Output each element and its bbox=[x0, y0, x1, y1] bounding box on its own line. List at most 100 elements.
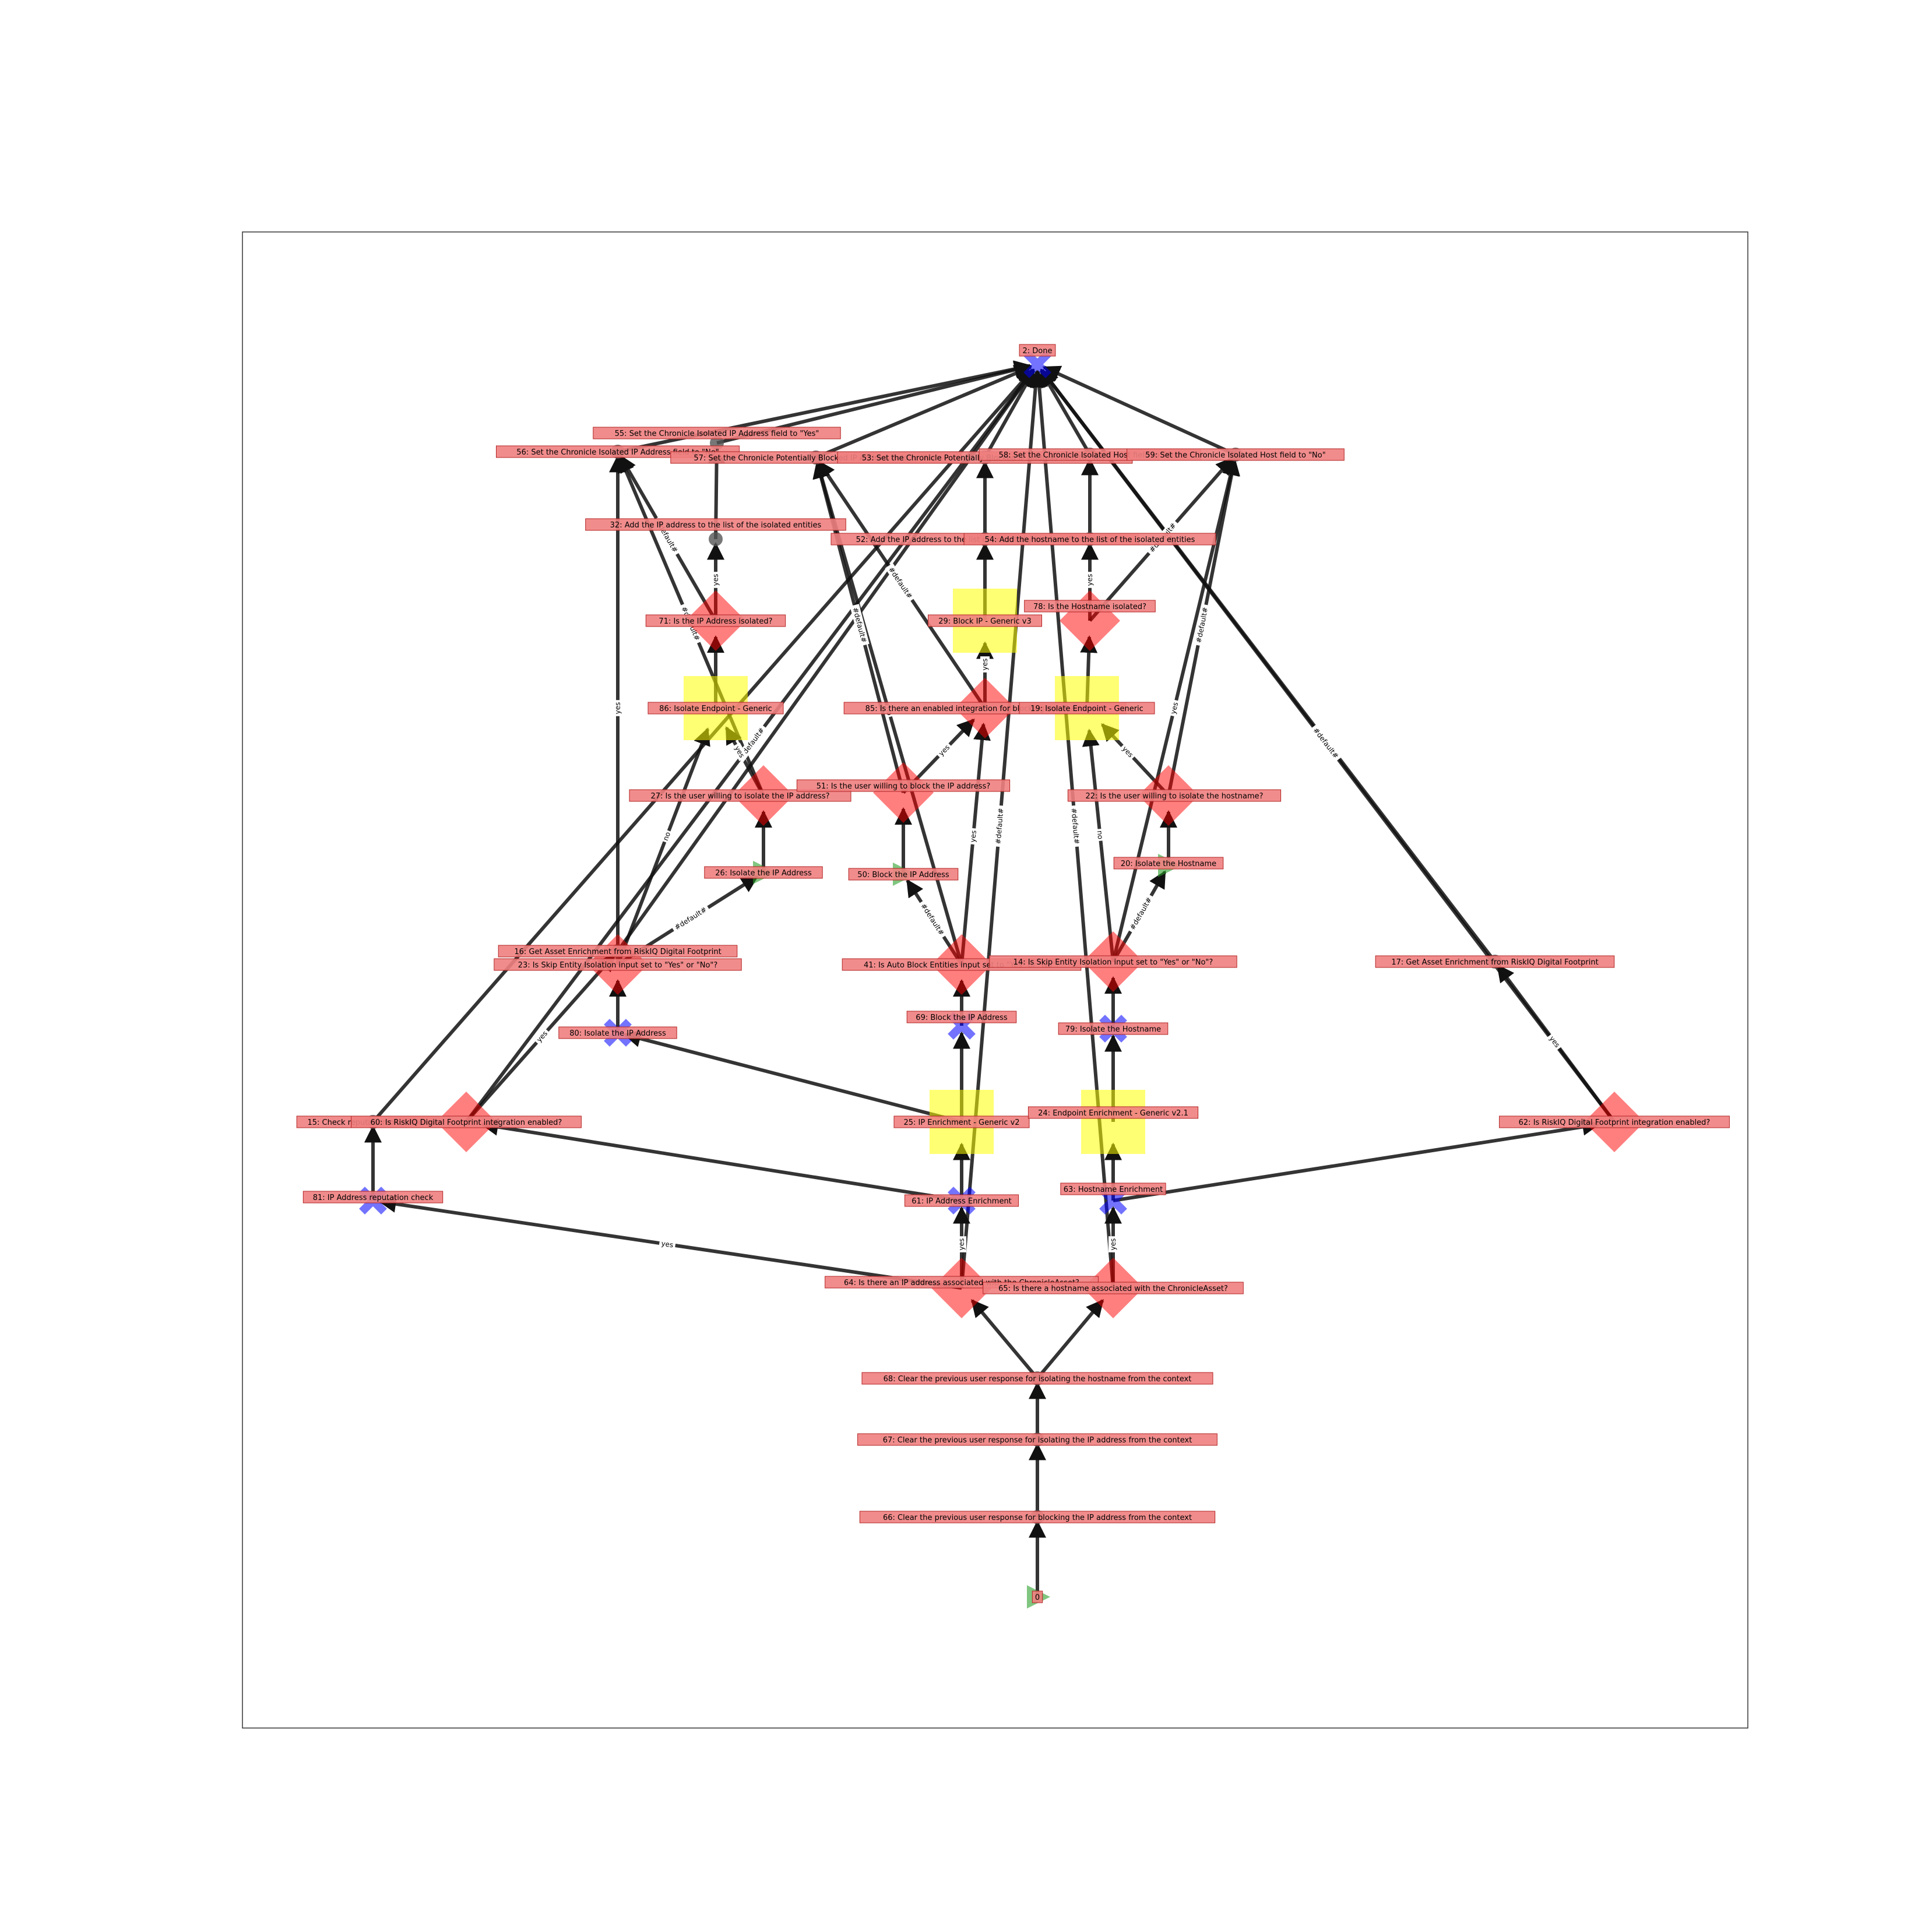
svg-text:54: Add the hostname to the li: 54: Add the hostname to the list of the … bbox=[985, 536, 1195, 544]
svg-text:yes: yes bbox=[1086, 574, 1094, 586]
node-label-n78: 78: Is the Hostname isolated? bbox=[1024, 600, 1156, 613]
node-label-n79: 79: Isolate the Hostname bbox=[1058, 1022, 1169, 1035]
node-label-n62: 62: Is RiskIQ Digital Footprint integrat… bbox=[1499, 1115, 1730, 1128]
node-label-n67: 67: Clear the previous user response for… bbox=[857, 1433, 1217, 1446]
svg-text:26: Isolate the IP Address: 26: Isolate the IP Address bbox=[715, 869, 812, 878]
node-label-n22: 22: Is the user willing to isolate the h… bbox=[1067, 789, 1282, 802]
svg-text:no: no bbox=[1096, 830, 1104, 839]
svg-text:17: Get Asset Enrichment from: 17: Get Asset Enrichment from RiskIQ Dig… bbox=[1391, 958, 1598, 967]
node-label-n80: 80: Isolate the IP Address bbox=[558, 1026, 677, 1039]
node-label-n27: 27: Is the user willing to isolate the I… bbox=[629, 789, 851, 802]
edge-n23-n86 bbox=[616, 727, 710, 966]
svg-text:78: Is the Hostname isolated?: 78: Is the Hostname isolated? bbox=[1033, 603, 1146, 611]
node-label-n55: 55: Set the Chronicle Isolated IP Addres… bbox=[593, 427, 841, 439]
node-label-layer: 2: Done 55: Set the Chronicle Isolated IP… bbox=[296, 344, 1730, 1603]
edge-n16-n2 bbox=[616, 368, 1035, 952]
edge-label-n14-n20: #default# bbox=[1126, 893, 1156, 934]
svg-text:68: Clear the previous user re: 68: Clear the previous user response for… bbox=[884, 1375, 1192, 1384]
svg-text:56: Set the Chronicle Isolated: 56: Set the Chronicle Isolated IP Addres… bbox=[516, 448, 719, 457]
svg-text:23: Is Skip Entity Isolation i: 23: Is Skip Entity Isolation input set t… bbox=[518, 961, 718, 970]
svg-text:27: Is the user willing to iso: 27: Is the user willing to isolate the I… bbox=[650, 792, 829, 801]
node-n2[interactable] bbox=[1023, 350, 1051, 378]
svg-text:14: Is Skip Entity Isolation i: 14: Is Skip Entity Isolation input set t… bbox=[1013, 958, 1213, 967]
edge-label-n71-n32: yes bbox=[711, 572, 720, 588]
node-label-n50: 50: Block the IP Address bbox=[848, 868, 959, 881]
svg-text:#default#: #default# bbox=[1312, 726, 1340, 760]
svg-text:32: Add the IP address to the: 32: Add the IP address to the list of th… bbox=[610, 521, 822, 530]
edge-n59-n2 bbox=[1042, 365, 1237, 456]
svg-text:22: Is the user willing to iso: 22: Is the user willing to isolate the h… bbox=[1085, 792, 1263, 801]
edge-label-n65-n2: #default# bbox=[1069, 805, 1082, 847]
node-label-n68: 68: Clear the previous user response for… bbox=[861, 1372, 1213, 1385]
edge-label-n23-n86: no bbox=[660, 829, 674, 844]
svg-text:71: Is the IP Address isolated: 71: Is the IP Address isolated? bbox=[659, 617, 772, 626]
edge-label-n64-n2: #default# bbox=[993, 805, 1006, 847]
edge-label-n85-n57: #default# bbox=[885, 563, 916, 603]
edge-n68-n65 bbox=[1036, 1299, 1104, 1380]
svg-text:65: Is there a hostname associ: 65: Is there a hostname associated with … bbox=[998, 1285, 1228, 1293]
svg-text:81: IP Address reputation chec: 81: IP Address reputation check bbox=[313, 1194, 434, 1202]
node-label-n32: 32: Add the IP address to the list of th… bbox=[585, 518, 846, 531]
svg-text:19: Isolate Endpoint - Generic: 19: Isolate Endpoint - Generic bbox=[1030, 705, 1143, 713]
node-label-n59: 59: Set the Chronicle Isolated Host fiel… bbox=[1127, 448, 1345, 461]
edge-label-n14-n59: yes bbox=[1167, 699, 1181, 717]
edge-label-n23-n26: #default# bbox=[670, 903, 711, 934]
node-n32[interactable] bbox=[709, 532, 723, 546]
svg-text:#default#: #default# bbox=[919, 902, 946, 937]
edge-n41-n85 bbox=[960, 722, 991, 965]
svg-text:yes: yes bbox=[661, 1240, 674, 1250]
node-label-n69: 69: Block the IP Address bbox=[906, 1011, 1017, 1023]
edge-label-n85-n29: yes bbox=[980, 656, 990, 673]
svg-text:20: Isolate the Hostname: 20: Isolate the Hostname bbox=[1121, 860, 1216, 868]
svg-text:#default#: #default# bbox=[994, 808, 1005, 844]
edge-n14-n19 bbox=[1082, 729, 1115, 962]
edge-label-n62-n2: #default# bbox=[1310, 723, 1342, 763]
node-label-n29: 29: Block IP - Generic v3 bbox=[928, 614, 1042, 627]
node-label-n16: 16: Get Asset Enrichment from RiskIQ Dig… bbox=[498, 945, 738, 958]
svg-text:79: Isolate the Hostname: 79: Isolate the Hostname bbox=[1065, 1025, 1161, 1034]
svg-text:yes: yes bbox=[1109, 1238, 1117, 1251]
node-label-n61: 61: IP Address Enrichment bbox=[905, 1194, 1019, 1207]
svg-text:#default#: #default# bbox=[887, 565, 914, 600]
svg-text:no: no bbox=[661, 831, 672, 842]
node-label-n25: 25: IP Enrichment - Generic v2 bbox=[893, 1115, 1030, 1128]
edge-n63-n62 bbox=[1113, 1118, 1600, 1202]
node-label-n60: 60: Is RiskIQ Digital Footprint integrat… bbox=[351, 1115, 582, 1128]
edge-n25-n80 bbox=[623, 1030, 962, 1124]
svg-text:yes: yes bbox=[614, 702, 622, 715]
svg-text:80: Isolate the IP Address: 80: Isolate the IP Address bbox=[569, 1029, 666, 1038]
svg-text:60: Is RiskIQ Digital Footprin: 60: Is RiskIQ Digital Footprint integrat… bbox=[371, 1118, 562, 1127]
svg-text:50: Block the IP Address: 50: Block the IP Address bbox=[857, 871, 949, 879]
node-n51[interactable] bbox=[873, 762, 934, 823]
edge-label-n64-n81: yes bbox=[659, 1238, 676, 1250]
svg-text:51: Is the user willing to blo: 51: Is the user willing to block the IP … bbox=[817, 782, 991, 791]
svg-text:61: IP Address Enrichment: 61: IP Address Enrichment bbox=[912, 1197, 1012, 1206]
node-n24[interactable] bbox=[1081, 1090, 1145, 1154]
svg-text:59: Set the Chronicle Isolated: 59: Set the Chronicle Isolated Host fiel… bbox=[1145, 451, 1325, 460]
edge-n61-n60 bbox=[480, 1118, 962, 1202]
node-label-n81: 81: IP Address reputation check bbox=[302, 1191, 444, 1203]
edge-label-n27-n86: yes bbox=[731, 742, 748, 761]
node-label-n24: 24: Endpoint Enrichment - Generic v2.1 bbox=[1027, 1106, 1199, 1119]
node-n78[interactable] bbox=[1060, 590, 1120, 651]
edge-n17-n2 bbox=[1040, 368, 1497, 963]
edge-label-n14-n19: no bbox=[1095, 828, 1106, 842]
node-n63[interactable] bbox=[1099, 1187, 1127, 1215]
edge-n57-n2 bbox=[815, 365, 1033, 459]
node-label-n20: 20: Isolate the Hostname bbox=[1113, 857, 1224, 870]
node-label-n86: 86: Isolate Endpoint - Generic bbox=[647, 702, 784, 715]
svg-text:0: 0 bbox=[1035, 1593, 1040, 1602]
svg-text:yes: yes bbox=[958, 1238, 966, 1251]
node-label-n54: 54: Add the hostname to the list of the … bbox=[963, 533, 1216, 546]
svg-text:24: Endpoint Enrichment - Gene: 24: Endpoint Enrichment - Generic v2.1 bbox=[1038, 1109, 1188, 1118]
svg-text:29: Block IP - Generic v3: 29: Block IP - Generic v3 bbox=[938, 617, 1032, 626]
node-label-n2: 2: Done bbox=[1019, 344, 1056, 357]
edge-label-n23-n56: yes bbox=[613, 700, 622, 716]
svg-text:25: IP Enrichment - Generic v2: 25: IP Enrichment - Generic v2 bbox=[903, 1118, 1019, 1127]
svg-text:67: Clear the previous user re: 67: Clear the previous user response for… bbox=[883, 1436, 1192, 1445]
node-label-n23: 23: Is Skip Entity Isolation input set t… bbox=[494, 958, 742, 971]
svg-text:#default#: #default# bbox=[1069, 808, 1081, 844]
svg-text:yes: yes bbox=[969, 830, 978, 843]
edge-label-n65-n63: yes bbox=[1108, 1236, 1118, 1252]
node-label-n17: 17: Get Asset Enrichment from RiskIQ Dig… bbox=[1375, 955, 1615, 968]
